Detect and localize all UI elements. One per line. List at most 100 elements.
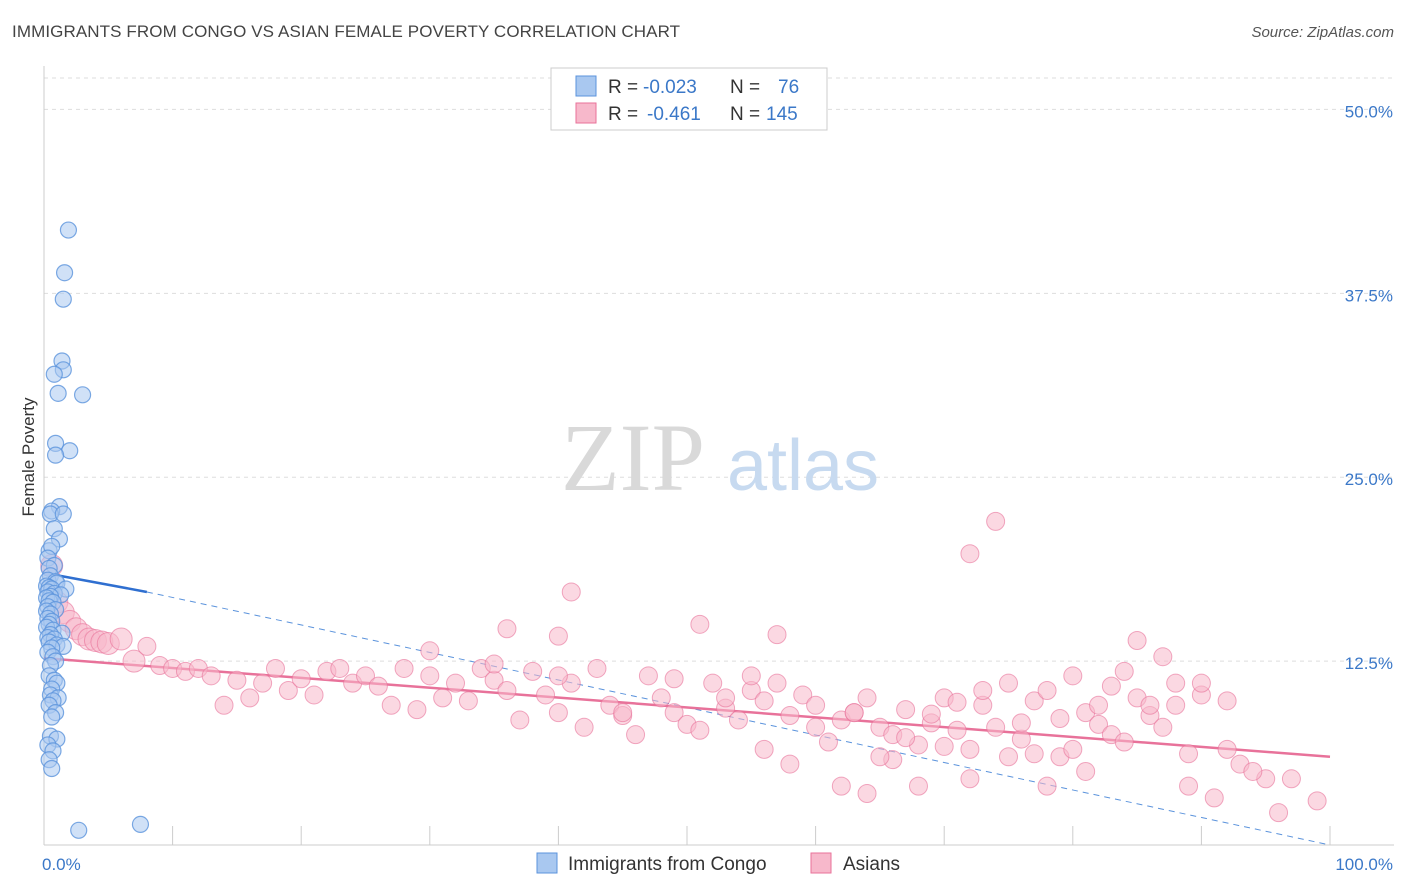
point-asians — [278, 681, 298, 701]
point-asians — [754, 691, 774, 711]
point-asians — [587, 658, 607, 678]
point-asians — [548, 703, 568, 723]
point-congo — [45, 365, 63, 383]
point-asians — [420, 666, 440, 686]
point-asians — [831, 776, 851, 796]
point-asians — [690, 614, 710, 634]
point-asians — [844, 703, 864, 723]
point-asians — [201, 666, 221, 686]
tick-labels: 12.5% 25.0% 37.5% 50.0% 0.0% 100.0% — [42, 102, 1393, 874]
point-asians — [1191, 673, 1211, 693]
legend-r-value-1: -0.023 — [643, 77, 697, 98]
point-asians — [433, 688, 453, 708]
point-asians — [973, 681, 993, 701]
point-asians — [767, 673, 787, 693]
point-congo — [49, 384, 67, 402]
point-congo — [46, 446, 65, 464]
point-asians — [1281, 769, 1301, 789]
point-asians — [1114, 732, 1134, 752]
point-asians — [986, 717, 1006, 737]
trend-line-congo-dashed — [146, 591, 1331, 846]
point-asians — [1307, 791, 1327, 811]
bottom-legend-congo: Immigrants from Congo — [568, 854, 767, 875]
point-asians — [806, 717, 826, 737]
y-tick-label: 50.0% — [1345, 102, 1393, 121]
bottom-legend-asians: Asians — [843, 854, 900, 875]
watermark: ZIP atlas — [561, 404, 879, 511]
chart-title: IMMIGRANTS FROM CONGO VS ASIAN FEMALE PO… — [12, 22, 681, 41]
point-asians — [1166, 673, 1186, 693]
point-asians — [960, 544, 980, 564]
point-asians — [1089, 714, 1109, 734]
point-asians — [806, 695, 826, 715]
point-asians — [793, 685, 813, 705]
point-asians — [240, 688, 260, 708]
point-asians — [1217, 691, 1237, 711]
x-tick-label-max: 100.0% — [1335, 855, 1393, 874]
legend-n-value-2: 145 — [766, 104, 798, 125]
point-congo — [59, 221, 78, 239]
point-asians — [1089, 695, 1109, 715]
point-asians — [896, 700, 916, 720]
point-congo — [55, 264, 74, 282]
point-asians — [1179, 776, 1199, 796]
point-asians — [613, 703, 633, 723]
data-points — [37, 221, 1327, 839]
point-asians — [446, 673, 466, 693]
point-congo — [43, 708, 61, 726]
point-asians — [304, 685, 324, 705]
watermark-zip: ZIP — [561, 404, 705, 511]
point-asians — [510, 710, 530, 730]
point-congo — [43, 759, 61, 778]
point-asians — [381, 695, 401, 715]
point-asians — [999, 747, 1018, 767]
point-asians — [1204, 788, 1224, 808]
point-asians — [664, 669, 684, 689]
legend-swatch-congo — [575, 75, 597, 97]
point-asians — [1037, 776, 1057, 796]
point-asians — [227, 670, 247, 690]
point-asians — [690, 720, 710, 740]
point-asians — [703, 673, 723, 693]
point-asians — [265, 658, 285, 678]
point-asians — [921, 704, 941, 724]
point-asians — [626, 725, 646, 745]
point-asians — [1024, 744, 1044, 764]
point-asians — [291, 669, 311, 689]
source-credit: Source: ZipAtlas.com — [1251, 24, 1394, 41]
point-asians — [330, 658, 350, 678]
y-tick-label: 12.5% — [1345, 654, 1393, 673]
point-asians — [122, 649, 146, 673]
y-tick-label: 37.5% — [1345, 286, 1393, 305]
point-asians — [870, 747, 890, 767]
point-asians — [109, 627, 133, 651]
point-asians — [420, 641, 440, 661]
legend-r-value-2: -0.461 — [647, 104, 701, 125]
point-asians — [638, 666, 658, 686]
point-asians — [1011, 713, 1031, 733]
bottom-legend-swatch-asians — [810, 852, 832, 874]
y-tick-label: 25.0% — [1345, 470, 1393, 489]
point-asians — [986, 511, 1006, 531]
point-asians — [561, 582, 581, 602]
trend-lines — [43, 571, 1331, 846]
point-asians — [780, 754, 800, 774]
point-congo — [54, 290, 72, 308]
point-asians — [818, 732, 838, 752]
point-asians — [960, 769, 980, 789]
point-asians — [960, 739, 980, 759]
point-asians — [664, 703, 684, 723]
point-asians — [214, 695, 234, 715]
point-asians — [1153, 717, 1173, 737]
point-asians — [1050, 708, 1070, 728]
watermark-atlas: atlas — [727, 426, 879, 506]
legend-n-label-2: N = — [730, 104, 760, 125]
bottom-legend-swatch-congo — [536, 852, 558, 874]
point-asians — [253, 673, 273, 693]
point-asians — [741, 666, 761, 686]
point-asians — [1153, 647, 1173, 667]
point-congo — [73, 386, 92, 404]
point-asians — [1166, 695, 1186, 715]
legend-swatch-asians — [575, 102, 597, 124]
